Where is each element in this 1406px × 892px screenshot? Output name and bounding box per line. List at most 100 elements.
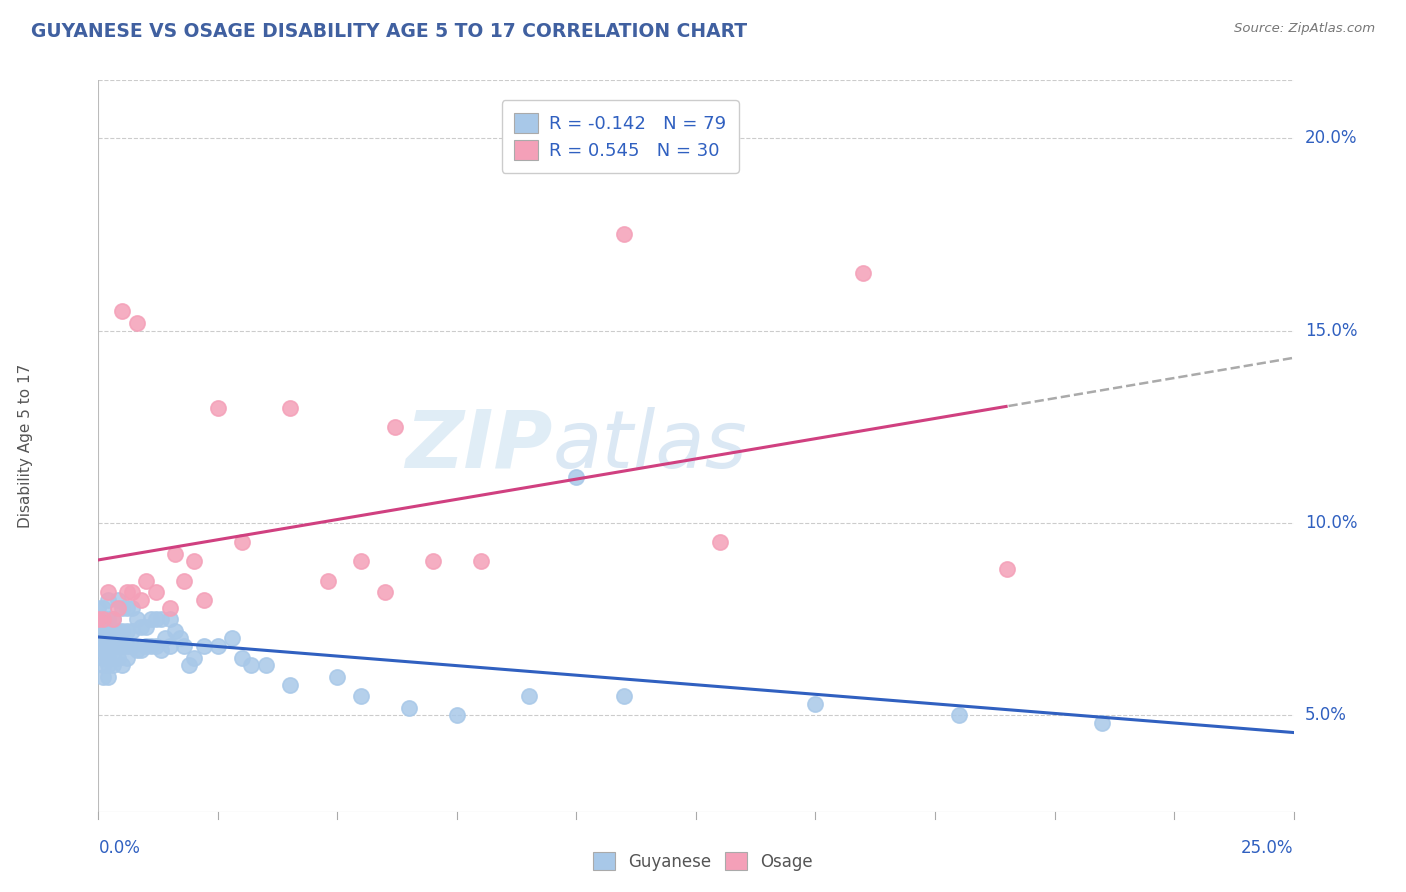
Point (231, 650, 253, 665)
Point (173, 639, 195, 653)
Text: 10.0%: 10.0% (1305, 514, 1357, 532)
Point (101, 658, 124, 673)
Text: 20.0%: 20.0% (1305, 129, 1357, 147)
Point (163, 624, 186, 638)
Text: 0.0%: 0.0% (98, 839, 141, 857)
Point (115, 600, 138, 615)
Point (107, 639, 129, 653)
Point (135, 620, 157, 634)
Text: Disability Age 5 to 17: Disability Age 5 to 17 (18, 364, 32, 528)
Point (121, 639, 143, 653)
Point (135, 574, 157, 588)
Text: Source: ZipAtlas.com: Source: ZipAtlas.com (1234, 22, 1375, 36)
Point (101, 624, 124, 638)
Point (169, 632, 191, 646)
Point (350, 690, 373, 704)
Point (97, 593, 120, 607)
Point (326, 670, 349, 684)
Point (111, 600, 134, 615)
Point (852, 266, 875, 280)
Point (804, 697, 827, 711)
Point (107, 650, 129, 665)
Point (149, 643, 172, 657)
Point (121, 624, 143, 638)
Point (91, 612, 114, 626)
Point (91, 643, 114, 657)
Point (97, 658, 120, 673)
Legend: R = -0.142   N = 79, R = 0.545   N = 30: R = -0.142 N = 79, R = 0.545 N = 30 (502, 100, 738, 172)
Point (145, 585, 167, 599)
Point (145, 639, 167, 653)
Point (995, 562, 1018, 576)
Point (613, 227, 636, 242)
Point (159, 600, 181, 615)
Point (87, 600, 110, 615)
Point (97, 612, 120, 626)
Point (613, 690, 636, 704)
Text: 5.0%: 5.0% (1305, 706, 1347, 724)
Point (384, 419, 406, 434)
Point (91, 624, 114, 638)
Point (207, 401, 229, 415)
Point (111, 304, 134, 318)
Point (101, 639, 124, 653)
Point (97, 639, 120, 653)
Point (149, 612, 172, 626)
Point (278, 401, 301, 415)
Point (97, 620, 120, 634)
Point (107, 600, 129, 615)
Point (446, 708, 468, 723)
Point (111, 624, 134, 638)
Text: atlas: atlas (553, 407, 748, 485)
Point (111, 658, 134, 673)
Point (193, 593, 215, 607)
Point (139, 612, 162, 626)
Point (91, 600, 114, 615)
Point (231, 535, 253, 549)
Point (135, 639, 157, 653)
Point (470, 554, 492, 568)
Point (517, 690, 540, 704)
Point (179, 658, 201, 673)
Point (254, 658, 277, 673)
Point (101, 632, 124, 646)
Point (111, 639, 134, 653)
Point (97, 670, 120, 684)
Point (207, 639, 229, 653)
Point (87, 639, 110, 653)
Point (173, 574, 195, 588)
Point (398, 700, 420, 714)
Point (97, 585, 120, 599)
Point (1091, 716, 1114, 731)
Text: ZIP: ZIP (405, 407, 553, 485)
Point (87, 624, 110, 638)
Point (107, 593, 129, 607)
Point (87, 612, 110, 626)
Point (183, 554, 205, 568)
Point (240, 658, 263, 673)
Point (131, 593, 153, 607)
Point (91, 670, 114, 684)
Point (422, 554, 444, 568)
Point (115, 624, 138, 638)
Point (87, 612, 110, 626)
Point (125, 316, 148, 330)
Point (115, 639, 138, 653)
Point (374, 585, 396, 599)
Point (709, 535, 731, 549)
Point (87, 632, 110, 646)
Point (139, 639, 162, 653)
Legend: Guyanese, Osage: Guyanese, Osage (585, 844, 821, 880)
Point (101, 612, 124, 626)
Point (121, 600, 143, 615)
Point (948, 708, 970, 723)
Point (183, 650, 205, 665)
Point (131, 620, 153, 634)
Text: GUYANESE VS OSAGE DISABILITY AGE 5 TO 17 CORRELATION CHART: GUYANESE VS OSAGE DISABILITY AGE 5 TO 17… (31, 22, 747, 41)
Point (316, 574, 339, 588)
Point (125, 643, 148, 657)
Point (115, 650, 138, 665)
Text: 15.0%: 15.0% (1305, 321, 1357, 340)
Point (115, 585, 138, 599)
Point (163, 547, 186, 561)
